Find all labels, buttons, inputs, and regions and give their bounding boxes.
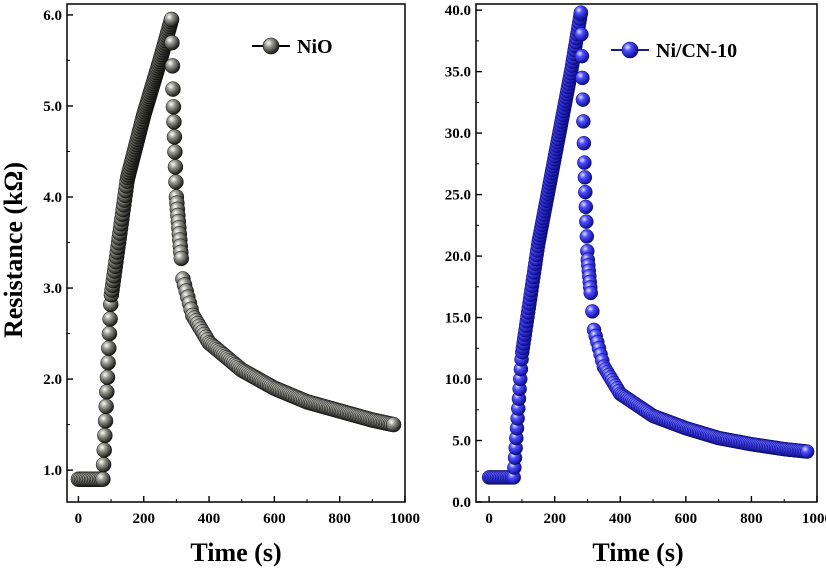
- data-point: [578, 199, 594, 215]
- legend-label-nio: NiO: [297, 36, 333, 58]
- data-point: [99, 369, 116, 386]
- ticks-nio: 0 200 400 600 800 1000 1.0 2.0 3.0 4.0 5.0 6.0: [43, 8, 420, 527]
- legend-nio: NiO: [252, 36, 333, 58]
- y-tick-label: 0.0: [452, 495, 471, 511]
- data-point: [579, 214, 594, 229]
- data-point: [385, 416, 402, 433]
- x-tick-label: 400: [198, 511, 221, 527]
- data-point: [166, 129, 183, 145]
- data-point: [97, 413, 114, 429]
- data-point: [577, 155, 592, 170]
- data-point: [576, 135, 592, 151]
- x-tick-label: 400: [609, 511, 632, 527]
- legend-label-nicn: Ni/CN-10: [656, 40, 737, 62]
- plot-frame-nicn: [475, 3, 818, 503]
- data-point: [163, 11, 180, 28]
- data-point: [96, 442, 112, 458]
- data-point: [579, 229, 595, 244]
- legend-nicn: Ni/CN-10: [611, 40, 737, 62]
- data-point: [100, 354, 116, 371]
- data-point: [576, 114, 591, 129]
- data-point: [575, 92, 591, 107]
- data-point: [101, 340, 117, 356]
- markers-nio: [70, 11, 402, 487]
- legend-marker-nicn: [621, 41, 639, 59]
- y-tick-label: 5.0: [43, 99, 62, 115]
- y-tick-label: 30.0: [445, 126, 471, 142]
- y-tick-label: 40.0: [445, 3, 471, 19]
- y-axis-title: Resistance (kΩ): [0, 162, 28, 338]
- data-point: [95, 456, 112, 473]
- x-axis-title-nio: Time (s): [190, 538, 281, 567]
- data-point: [573, 5, 589, 20]
- y-tick-label: 3.0: [43, 281, 62, 297]
- data-point: [97, 427, 113, 444]
- y-tick-label: 5.0: [452, 434, 471, 450]
- y-tick-label: 20.0: [445, 249, 471, 265]
- data-point: [574, 48, 590, 64]
- x-tick-label: 600: [675, 511, 698, 527]
- data-point: [166, 114, 182, 130]
- data-point: [164, 34, 180, 51]
- data-point: [95, 471, 111, 487]
- y-tick-label: 10.0: [445, 372, 471, 388]
- y-tick-label: 1.0: [43, 463, 62, 479]
- x-tick-label: 200: [543, 511, 566, 527]
- data-point: [799, 444, 815, 459]
- x-tick-label: 600: [263, 511, 286, 527]
- data-point: [165, 81, 181, 97]
- plot-frame-nio: [66, 3, 406, 503]
- data-point: [578, 184, 593, 200]
- data-point: [167, 144, 183, 160]
- data-point: [574, 27, 589, 42]
- data-point: [577, 170, 593, 185]
- x-tick-label: 1000: [802, 511, 826, 527]
- data-point: [575, 70, 590, 86]
- x-axis-title-nicn: Time (s): [592, 538, 683, 567]
- data-point: [164, 58, 181, 74]
- chart-nicn: 0 200 400 600 800 1000 0.0 5.0 10.0 15.0 20.0 25.0 3…: [445, 3, 826, 567]
- ticks-nicn: 0 200 400 600 800 1000 0.0 5.0 10.0 15.0 20.0 25.0 3…: [445, 3, 826, 527]
- x-tick-label: 0: [485, 511, 493, 527]
- y-tick-label: 4.0: [43, 190, 62, 206]
- data-point: [167, 159, 184, 175]
- y-tick-label: 6.0: [43, 8, 62, 24]
- data-point: [585, 304, 600, 319]
- data-point: [168, 174, 184, 190]
- y-tick-label: 35.0: [445, 65, 471, 81]
- y-tick-label: 15.0: [445, 311, 471, 327]
- data-point: [173, 250, 190, 267]
- data-point: [102, 311, 118, 327]
- y-tick-label: 2.0: [43, 372, 62, 388]
- data-point: [165, 99, 182, 115]
- data-point: [583, 285, 599, 301]
- data-point: [98, 398, 114, 415]
- x-tick-label: 200: [132, 511, 155, 527]
- x-tick-label: 0: [75, 511, 83, 527]
- legend-marker-nio: [262, 37, 280, 55]
- x-tick-label: 800: [740, 511, 763, 527]
- data-point: [101, 325, 118, 342]
- x-tick-label: 1000: [390, 511, 420, 527]
- data-point: [99, 384, 115, 400]
- x-tick-label: 800: [328, 511, 351, 527]
- markers-nicn: [481, 5, 815, 485]
- y-tick-label: 25.0: [445, 188, 471, 204]
